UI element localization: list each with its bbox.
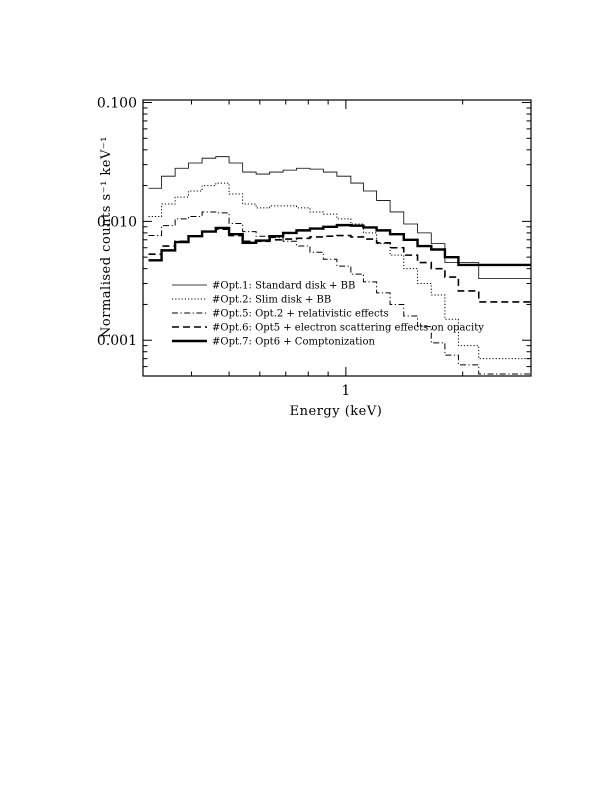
x-tick-label: 1	[341, 383, 350, 399]
legend: #Opt.1: Standard disk + BB #Opt.2: Slim d…	[172, 281, 484, 348]
legend-label-5: #Opt.7: Opt6 + Comptonization	[212, 337, 376, 348]
series-layer	[148, 156, 531, 375]
legend-label-3: #Opt.5: Opt.2 + relativistic effects	[212, 309, 389, 320]
y-tick-label: 0.100	[97, 96, 137, 112]
plot-frame	[142, 99, 532, 377]
legend-label-2: #Opt.2: Slim disk + BB	[212, 295, 331, 306]
series-line-1	[148, 156, 531, 279]
x-axis-label: Energy (keV)	[290, 404, 383, 419]
axis-tick-labels: 0.100 0.010 0.001 1	[97, 96, 350, 399]
series-line-5	[148, 223, 531, 267]
plot-area-border	[142, 99, 532, 377]
axis-ticks	[142, 100, 532, 377]
series-line-2	[148, 182, 531, 360]
y-axis-label: Normalised counts s⁻¹ keV⁻¹	[99, 136, 114, 338]
series-line-3	[148, 211, 531, 375]
y-tick-label: 0.001	[97, 333, 137, 349]
legend-label-4: #Opt.6: Opt5 + electron scattering effec…	[212, 323, 484, 334]
legend-label-1: #Opt.1: Standard disk + BB	[212, 281, 355, 292]
y-tick-label: 0.010	[97, 214, 137, 230]
